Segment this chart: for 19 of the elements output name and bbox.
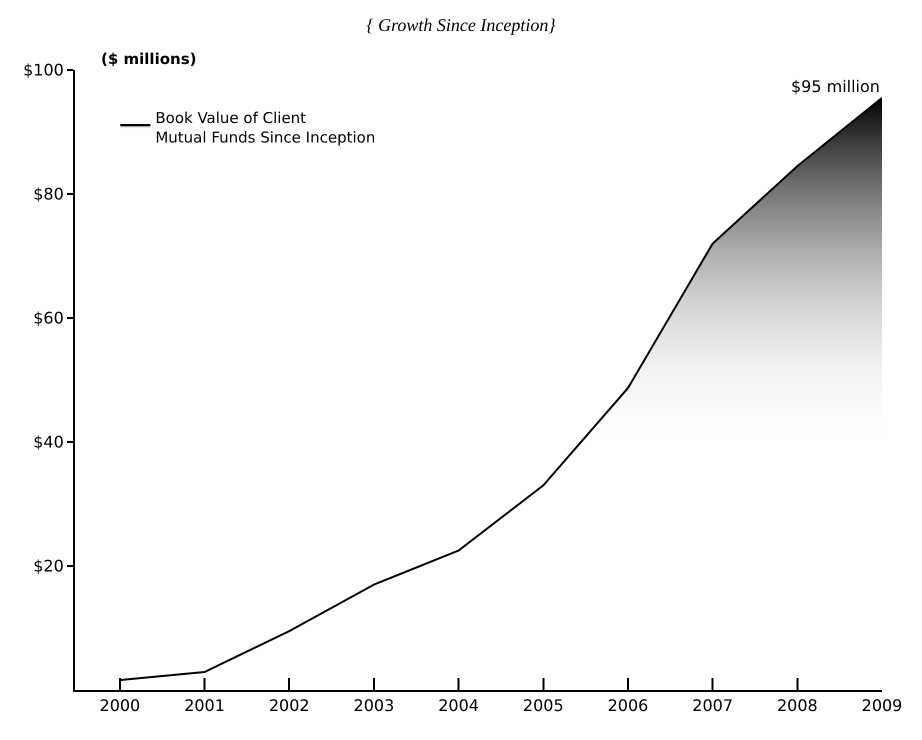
x-tick-label: 2000 xyxy=(100,696,140,716)
x-tick-label: 2001 xyxy=(184,696,225,716)
x-tick-label: 2002 xyxy=(268,696,310,716)
y-tick-label: $40 xyxy=(33,432,64,452)
y-tick-label: $20 xyxy=(33,556,64,576)
y-tick-label: $60 xyxy=(33,308,64,328)
y-tick-label: $100 xyxy=(23,60,64,80)
x-tick-label: 2006 xyxy=(608,696,648,716)
x-tick-label: 2009 xyxy=(862,696,902,716)
x-tick-label: 2007 xyxy=(692,696,733,716)
x-tick-label: 2004 xyxy=(438,696,479,716)
x-tick-label: 2005 xyxy=(522,696,564,716)
x-tick-label: 2008 xyxy=(776,696,818,716)
annotation: $95 million xyxy=(791,77,880,96)
x-tick-label: 2003 xyxy=(354,696,394,716)
y-tick-label: $80 xyxy=(33,184,64,204)
legend-label: Book Value of Client Mutual Funds Since Inception xyxy=(155,109,376,147)
chart-title: { Growth Since Inception} xyxy=(366,15,556,36)
text: ($ millions) xyxy=(101,50,196,68)
